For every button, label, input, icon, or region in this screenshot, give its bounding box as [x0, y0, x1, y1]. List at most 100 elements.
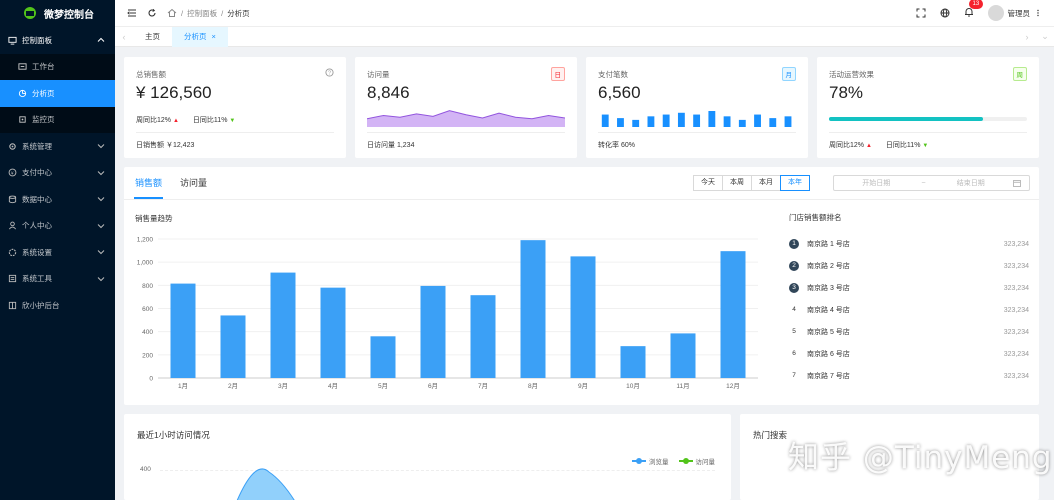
- legend-item[interactable]: 浏览量: [632, 456, 669, 466]
- store-value: 323,234: [1003, 284, 1029, 292]
- list-item[interactable]: 1 南京路 1 号店 323,234: [789, 233, 1029, 255]
- legend-item[interactable]: 访问量: [678, 456, 715, 466]
- sales-tabs: 销售额 访问量: [134, 167, 208, 199]
- logo-icon: [24, 6, 36, 19]
- list-item[interactable]: 6 南京路 6 号店 323,234: [789, 343, 1029, 365]
- y-tick-label: 1,200: [137, 237, 154, 244]
- progress-track: [829, 117, 1027, 121]
- tabs-scroll-left-icon[interactable]: ‹: [122, 31, 126, 42]
- tab-close-icon[interactable]: ×: [211, 31, 216, 41]
- range-week-button[interactable]: 本周: [722, 175, 752, 191]
- date-range-picker[interactable]: 开始日期 ~ 结束日期: [833, 175, 1030, 191]
- legend-label: 浏览量: [649, 459, 669, 466]
- tabs-scroll-right-icon[interactable]: ›: [1025, 31, 1029, 42]
- sidebar-item-tools[interactable]: 系统工具: [0, 266, 115, 293]
- mini-bar: [617, 118, 624, 127]
- list-item[interactable]: 7 南京路 7 号店 323,234: [789, 365, 1029, 387]
- y-tick-label: 800: [142, 283, 153, 290]
- store-rank-list: 1 南京路 1 号店 323,234 2 南京路 2 号店 323,234 3 南京路 3…: [789, 233, 1029, 387]
- rank-number: 4: [792, 306, 796, 313]
- sidebar-item-monitor[interactable]: 监控页: [0, 107, 115, 134]
- user-menu[interactable]: 管理员: [987, 5, 1043, 21]
- refresh-icon[interactable]: [147, 8, 157, 18]
- stat-foot: 日销售额 ￥12,423: [136, 142, 195, 149]
- x-tick-label: 7月: [478, 382, 488, 390]
- divider: [367, 132, 565, 133]
- tag-month: 月: [781, 67, 796, 81]
- x-tick-label: 12月: [726, 382, 740, 390]
- hot-search-card: 热门搜索: [740, 414, 1039, 500]
- fullscreen-icon[interactable]: [916, 8, 926, 18]
- caret-up-icon: ▲: [865, 143, 872, 149]
- chart-legend: 浏览量 访问量: [632, 456, 715, 466]
- stat-card-sales: 总销售额 ? ¥ 126,560 周同比12% ▲ 日同比11% ▼ 日销售额 …: [124, 57, 346, 158]
- store-name: 南京路 6 号店: [807, 351, 850, 358]
- breadcrumb-current: 分析页: [227, 8, 250, 18]
- list-item[interactable]: 5 南京路 5 号店 323,234: [789, 321, 1029, 343]
- range-month-button[interactable]: 本月: [751, 175, 781, 191]
- bar-7月: [470, 295, 496, 378]
- sidebar-item-analysis[interactable]: 分析页: [0, 80, 115, 107]
- sidebar-item-settings[interactable]: 系统设置: [0, 239, 115, 266]
- tab-home[interactable]: 主页: [145, 31, 160, 41]
- bar-2月: [220, 315, 246, 378]
- y-tick-label: 0: [149, 376, 153, 383]
- menu-fold-icon[interactable]: [127, 8, 137, 18]
- date-start-input[interactable]: 开始日期: [862, 180, 891, 187]
- store-value: 323,234: [1003, 306, 1029, 314]
- divider: [598, 132, 796, 133]
- mini-bar: [662, 114, 670, 127]
- visits-area-shape: [236, 468, 295, 500]
- stat-compare: 周同比12% ▲ 日同比11% ▼: [136, 115, 235, 125]
- pie-chart-icon: [18, 89, 27, 97]
- sidebar-item-payment[interactable]: ¥ 支付中心: [0, 160, 115, 187]
- range-year-button[interactable]: 本年: [780, 175, 810, 191]
- sidebar-item-dashboard[interactable]: 控制面板: [0, 27, 115, 54]
- card-title: 最近1小时访问情况: [137, 430, 210, 440]
- tab-analysis[interactable]: 分析页 ×: [172, 26, 228, 47]
- x-tick-label: 4月: [328, 382, 338, 390]
- tab-sales[interactable]: 销售额: [134, 167, 164, 199]
- store-name: 南京路 7 号店: [807, 373, 850, 380]
- visits-card: 最近1小时访问情况 浏览量 访问量 400: [124, 414, 731, 500]
- sidebar: 微梦控制台 控制面板 工作台 分析页 监控页 系统管理 ¥ 支付中心 数据中心: [0, 0, 115, 500]
- sidebar-item-personal[interactable]: 个人中心: [0, 213, 115, 240]
- sidebar-item-data-center[interactable]: 数据中心: [0, 186, 115, 213]
- notification-badge: 13: [968, 0, 984, 9]
- sidebar-item-system-admin[interactable]: 系统管理: [0, 133, 115, 160]
- date-end-input[interactable]: 结束日期: [956, 180, 985, 187]
- range-buttons: 今天 本周 本月 本年: [693, 175, 810, 191]
- bar-4月: [320, 287, 346, 378]
- x-tick-label: 10月: [626, 382, 640, 390]
- sidebar-item-xinxiaohu[interactable]: 欣小护后台: [0, 292, 115, 319]
- language-globe-icon[interactable]: [940, 8, 950, 18]
- breadcrumb-item[interactable]: 控制面板: [187, 8, 218, 18]
- x-tick-label: 6月: [428, 382, 438, 390]
- store-value: 323,234: [1003, 328, 1029, 336]
- list-item[interactable]: 2 南京路 2 号店 323,234: [789, 255, 1029, 277]
- rank-number: 3: [789, 283, 799, 293]
- tabs-more-icon[interactable]: ⌄: [1041, 31, 1049, 41]
- watermark: 知乎 @TinyMeng: [788, 440, 1053, 476]
- sidebar-item-workbench[interactable]: 工作台: [0, 54, 115, 81]
- sidebar-item-label: 数据中心: [22, 194, 52, 204]
- home-icon[interactable]: [167, 8, 177, 18]
- help-icon[interactable]: ?: [325, 68, 334, 77]
- tools-icon: [8, 275, 17, 283]
- app-logo[interactable]: 微梦控制台: [0, 0, 115, 27]
- notifications[interactable]: 13: [964, 0, 984, 19]
- tab-visits[interactable]: 访问量: [180, 178, 208, 188]
- visits-area-sparkline: [367, 110, 565, 127]
- chart-title: 销售量趋势: [135, 214, 173, 223]
- progress-fill: [829, 117, 984, 121]
- bar-1月: [170, 283, 196, 378]
- day-compare: 日同比11%: [885, 142, 921, 149]
- bar-12月: [720, 251, 746, 378]
- list-item[interactable]: 3 南京路 3 号店 323,234: [789, 277, 1029, 299]
- rank-number: 7: [792, 372, 796, 379]
- chevron-up-icon: [97, 37, 105, 42]
- list-item[interactable]: 4 南京路 4 号店 323,234: [789, 299, 1029, 321]
- range-today-button[interactable]: 今天: [693, 175, 723, 191]
- more-vertical-icon: [1037, 9, 1039, 17]
- rank-number: 1: [789, 239, 799, 249]
